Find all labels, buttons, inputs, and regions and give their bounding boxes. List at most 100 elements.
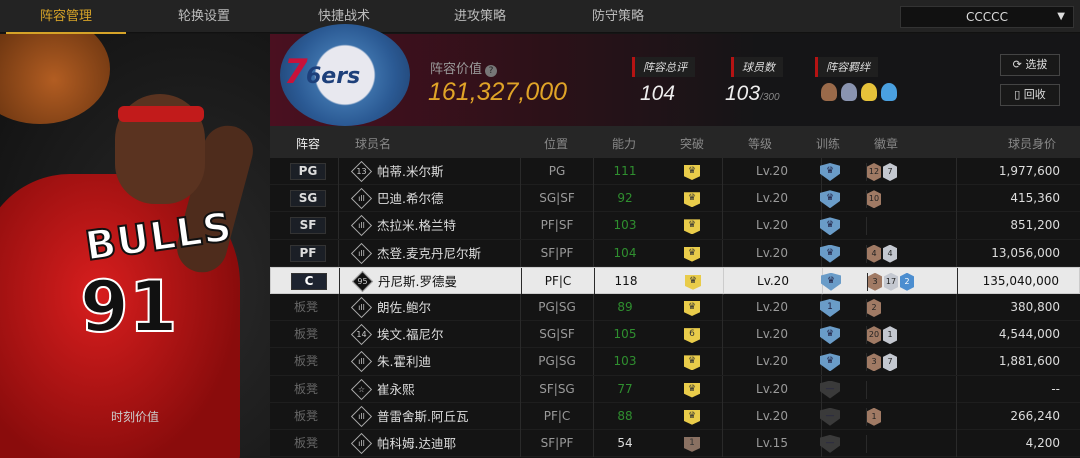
- badge-bronze-icon[interactable]: 10: [867, 190, 881, 209]
- player-price: 266,240: [1010, 408, 1060, 423]
- training-icon[interactable]: —: [820, 407, 840, 426]
- badge-bronze-icon[interactable]: 3: [867, 353, 881, 372]
- breakthrough-icon[interactable]: ♛: [684, 246, 700, 262]
- breakthrough-icon[interactable]: ♛: [684, 382, 700, 398]
- player-name[interactable]: 普雷舍斯.阿丘瓦: [377, 408, 469, 424]
- breakthrough-icon[interactable]: ♛: [684, 219, 700, 235]
- lineup-slot[interactable]: 板凳: [294, 408, 319, 423]
- player-name[interactable]: 帕蒂.米尔斯: [377, 164, 444, 179]
- tab-defense[interactable]: 防守策略: [591, 9, 644, 24]
- breakthrough-icon[interactable]: ♛: [684, 355, 700, 371]
- gold-bond-icon[interactable]: [861, 83, 877, 101]
- tab-quick-tactics[interactable]: 快捷战术: [317, 9, 370, 24]
- tab-offense[interactable]: 进攻策略: [453, 9, 506, 24]
- player-name[interactable]: 杰登.麦克丹尼尔斯: [377, 245, 481, 261]
- player-name[interactable]: 埃文.福尼尔: [377, 327, 444, 343]
- table-row[interactable]: 板凳 ☆ 崔永熙 SF|SG 77 ♛ Lv.20 — --: [270, 375, 1080, 403]
- team-logo: 7 6ers: [280, 24, 410, 126]
- badge-silver-icon[interactable]: 7: [883, 353, 897, 372]
- breakthrough-icon[interactable]: ♛: [684, 409, 700, 425]
- badge-bronze-icon[interactable]: 4: [867, 244, 881, 263]
- badge-blue-icon[interactable]: 2: [900, 272, 914, 291]
- breakthrough-icon[interactable]: 6: [684, 328, 700, 344]
- select-button[interactable]: ⟳ 选拔: [1000, 54, 1060, 76]
- table-row[interactable]: SG ıll 巴迪.希尔德 SG|SF 92 ♛ Lv.20 ♛ 10 415,…: [270, 185, 1080, 213]
- header-price[interactable]: 球员身价: [1008, 137, 1057, 151]
- breakthrough-icon[interactable]: 1: [684, 436, 700, 452]
- player-name[interactable]: 巴迪.希尔德: [377, 191, 444, 207]
- player-name[interactable]: 帕科姆.达迪耶: [377, 435, 456, 451]
- lineup-slot[interactable]: 板凳: [294, 299, 319, 314]
- training-icon[interactable]: ♛: [820, 163, 840, 181]
- header-training[interactable]: 训练: [816, 137, 841, 151]
- badge-bronze-icon[interactable]: 3: [868, 272, 882, 291]
- table-row[interactable]: SF ıll 杰拉米.格兰特 PF|SF 103 ♛ Lv.20 ♛ 851,2…: [270, 212, 1080, 240]
- training-icon[interactable]: ♛: [821, 272, 841, 291]
- player-level: Lv.20: [756, 354, 788, 369]
- lineup-slot[interactable]: 板凳: [294, 435, 319, 450]
- table-row[interactable]: 板凳 14 埃文.福尼尔 SG|SF 105 6 Lv.20 ♛ 20 1 4,5…: [270, 321, 1080, 349]
- training-icon[interactable]: ♛: [820, 217, 840, 236]
- training-icon[interactable]: ♛: [820, 326, 840, 345]
- badge-bronze-icon[interactable]: 12: [867, 163, 881, 181]
- table-row[interactable]: 板凳 ıll 普雷舍斯.阿丘瓦 PF|C 88 ♛ Lv.20 — 1 266,…: [270, 402, 1080, 430]
- player-position: SG|SF: [520, 185, 594, 213]
- table-row[interactable]: C 95 丹尼斯.罗德曼 PF|C 118 ♛ Lv.20 ♛ 3 17 2 135…: [270, 266, 1080, 295]
- training-icon[interactable]: —: [820, 380, 840, 399]
- silver-bond-icon[interactable]: [841, 83, 857, 101]
- header-badges[interactable]: 徽章: [874, 137, 899, 151]
- lineup-slot[interactable]: 板凳: [294, 354, 319, 369]
- lineup-slot[interactable]: SF: [290, 217, 326, 235]
- help-icon[interactable]: ?: [485, 65, 498, 77]
- table-row[interactable]: PG 13 帕蒂.米尔斯 PG 111 ♛ Lv.20 ♛ 12 7 1,977,…: [270, 158, 1080, 186]
- badge-silver-icon[interactable]: 17: [884, 272, 898, 291]
- training-icon[interactable]: ♛: [820, 244, 840, 263]
- breakthrough-icon[interactable]: ♛: [684, 165, 700, 180]
- player-name[interactable]: 丹尼斯.罗德曼: [378, 273, 457, 289]
- badge-silver-icon[interactable]: 1: [883, 326, 897, 345]
- player-name[interactable]: 杰拉米.格兰特: [377, 218, 456, 234]
- tab-lineup[interactable]: 阵容管理: [6, 0, 126, 34]
- lineup-slot[interactable]: 板凳: [294, 327, 319, 342]
- lineup-slot[interactable]: PF: [290, 244, 326, 262]
- player-position: PG|SG: [520, 293, 594, 321]
- badge-silver-icon[interactable]: 7: [883, 163, 897, 181]
- player-ability: 103: [613, 354, 637, 369]
- player-name[interactable]: 朱.霍利迪: [377, 354, 431, 370]
- server-select[interactable]: CCCCC ▼: [900, 6, 1074, 28]
- lineup-slot[interactable]: C: [291, 272, 327, 290]
- training-icon[interactable]: 1: [820, 298, 840, 317]
- player-tier-icon: ıll: [350, 405, 373, 427]
- breakthrough-icon[interactable]: ♛: [685, 274, 701, 290]
- header-breakthrough[interactable]: 突破: [680, 137, 705, 151]
- training-icon[interactable]: ♛: [820, 353, 840, 372]
- training-icon[interactable]: —: [820, 434, 840, 453]
- bonds-label: 阵容羁绊: [815, 57, 878, 77]
- player-name[interactable]: 朗佐.鲍尔: [377, 299, 431, 315]
- lineup-slot[interactable]: 板凳: [294, 381, 319, 396]
- lineup-slot[interactable]: SG: [290, 190, 326, 208]
- badge-bronze-icon[interactable]: 2: [867, 298, 881, 317]
- badge-silver-icon[interactable]: 4: [883, 244, 897, 263]
- player-name[interactable]: 崔永熙: [377, 381, 415, 397]
- header-ability[interactable]: 能力: [612, 137, 637, 151]
- table-row[interactable]: 板凳 ıll 帕科姆.达迪耶 SF|PF 54 1 Lv.15 — 4,200: [270, 429, 1080, 458]
- tab-rotation[interactable]: 轮换设置: [177, 9, 230, 24]
- badge-bronze-icon[interactable]: 20: [867, 326, 881, 345]
- bronze-bond-icon[interactable]: [821, 83, 837, 101]
- blue-bond-icon[interactable]: [881, 83, 897, 101]
- badges-cell: [866, 217, 867, 236]
- header-position[interactable]: 位置: [544, 137, 569, 151]
- lineup-slot[interactable]: PG: [290, 163, 326, 180]
- breakthrough-icon[interactable]: ♛: [684, 300, 700, 316]
- badge-bronze-icon[interactable]: 1: [867, 407, 881, 426]
- header-name[interactable]: 球员名: [355, 137, 392, 151]
- header-lineup[interactable]: 阵容: [296, 137, 321, 151]
- breakthrough-icon[interactable]: ♛: [684, 192, 700, 208]
- training-icon[interactable]: ♛: [820, 190, 840, 209]
- table-row[interactable]: 板凳 ıll 朗佐.鲍尔 PG|SG 89 ♛ Lv.20 1 2 380,80…: [270, 293, 1080, 322]
- recycle-button[interactable]: ▯ 回收: [1000, 84, 1060, 106]
- header-level[interactable]: 等级: [748, 137, 773, 151]
